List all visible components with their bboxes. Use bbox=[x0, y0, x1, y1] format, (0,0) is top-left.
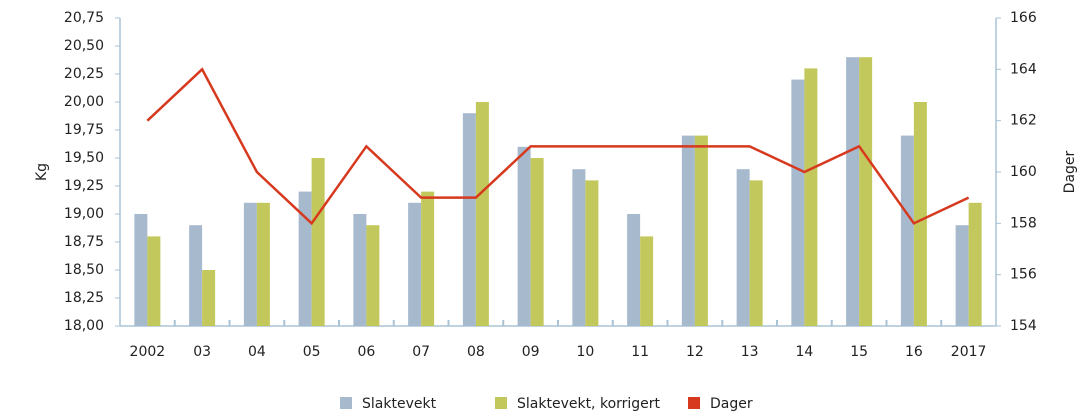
bar bbox=[846, 57, 860, 326]
bar bbox=[681, 135, 695, 326]
x-tick-label: 11 bbox=[631, 344, 649, 360]
y-tick-label: 20,25 bbox=[64, 66, 104, 82]
y2-tick-label: 154 bbox=[1010, 318, 1037, 334]
bar bbox=[955, 225, 969, 326]
bar bbox=[913, 102, 927, 326]
x-tick-label: 14 bbox=[795, 344, 813, 360]
y-tick-label: 20,00 bbox=[64, 94, 104, 110]
bar bbox=[256, 202, 270, 326]
y2-tick-label: 160 bbox=[1010, 164, 1037, 180]
bar bbox=[530, 158, 544, 326]
bar bbox=[640, 236, 654, 326]
legend-swatch bbox=[688, 397, 700, 409]
bar bbox=[311, 158, 325, 326]
y-tick-label: 18,75 bbox=[64, 234, 104, 250]
x-tick-label: 05 bbox=[303, 344, 321, 360]
x-tick-label: 08 bbox=[467, 344, 485, 360]
bar bbox=[147, 236, 161, 326]
legend-label: Slaktevekt, korrigert bbox=[517, 396, 661, 412]
legend-swatch bbox=[495, 397, 507, 409]
bar bbox=[408, 202, 422, 326]
bar bbox=[298, 191, 312, 326]
x-tick-label: 04 bbox=[248, 344, 266, 360]
x-tick-label: 10 bbox=[576, 344, 594, 360]
bar bbox=[900, 135, 914, 326]
bar bbox=[804, 68, 818, 327]
x-tick-label: 03 bbox=[193, 344, 211, 360]
x-tick-label: 09 bbox=[522, 344, 540, 360]
bar bbox=[694, 135, 708, 326]
bar bbox=[189, 225, 203, 326]
bar bbox=[421, 191, 435, 326]
bar bbox=[202, 270, 216, 326]
legend-label: Dager bbox=[710, 396, 753, 412]
y-tick-label: 19,25 bbox=[64, 178, 104, 194]
bar bbox=[749, 180, 763, 326]
y-tick-label: 19,50 bbox=[64, 150, 104, 166]
y-tick-label: 20,50 bbox=[64, 38, 104, 54]
bar bbox=[475, 102, 489, 326]
bar bbox=[736, 169, 750, 326]
bar bbox=[366, 225, 380, 326]
bar bbox=[353, 214, 367, 326]
y2-tick-label: 156 bbox=[1010, 267, 1037, 283]
y-tick-label: 18,25 bbox=[64, 290, 104, 306]
legend-label: Slaktevekt bbox=[362, 396, 437, 412]
x-tick-label: 15 bbox=[850, 344, 868, 360]
x-tick-label: 16 bbox=[905, 344, 923, 360]
x-tick-label: 2002 bbox=[130, 344, 166, 360]
bar bbox=[859, 57, 873, 326]
bar bbox=[968, 202, 982, 326]
y-tick-label: 18,50 bbox=[64, 262, 104, 278]
y-tick-label: 20,75 bbox=[64, 10, 104, 26]
x-tick-label: 06 bbox=[357, 344, 375, 360]
x-tick-label: 12 bbox=[686, 344, 704, 360]
y2-tick-label: 162 bbox=[1010, 113, 1037, 129]
y2-tick-label: 166 bbox=[1010, 10, 1037, 26]
x-tick-label: 13 bbox=[741, 344, 759, 360]
y-tick-label: 19,00 bbox=[64, 206, 104, 222]
y-axis-label: Kg bbox=[34, 163, 50, 181]
y-tick-label: 19,75 bbox=[64, 122, 104, 138]
bar bbox=[572, 169, 586, 326]
x-tick-label: 07 bbox=[412, 344, 430, 360]
bar bbox=[791, 79, 805, 326]
bar bbox=[517, 146, 531, 326]
bar bbox=[243, 202, 257, 326]
x-tick-label: 2017 bbox=[951, 344, 987, 360]
legend-swatch bbox=[340, 397, 352, 409]
bar bbox=[627, 214, 641, 326]
bar bbox=[134, 214, 148, 326]
y2-tick-label: 158 bbox=[1010, 215, 1037, 231]
y-tick-label: 18,00 bbox=[64, 318, 104, 334]
bar bbox=[585, 180, 599, 326]
y2-tick-label: 164 bbox=[1010, 61, 1037, 77]
y2-axis-label: Dager bbox=[1062, 150, 1078, 193]
line bbox=[146, 67, 970, 226]
bar bbox=[462, 113, 476, 326]
